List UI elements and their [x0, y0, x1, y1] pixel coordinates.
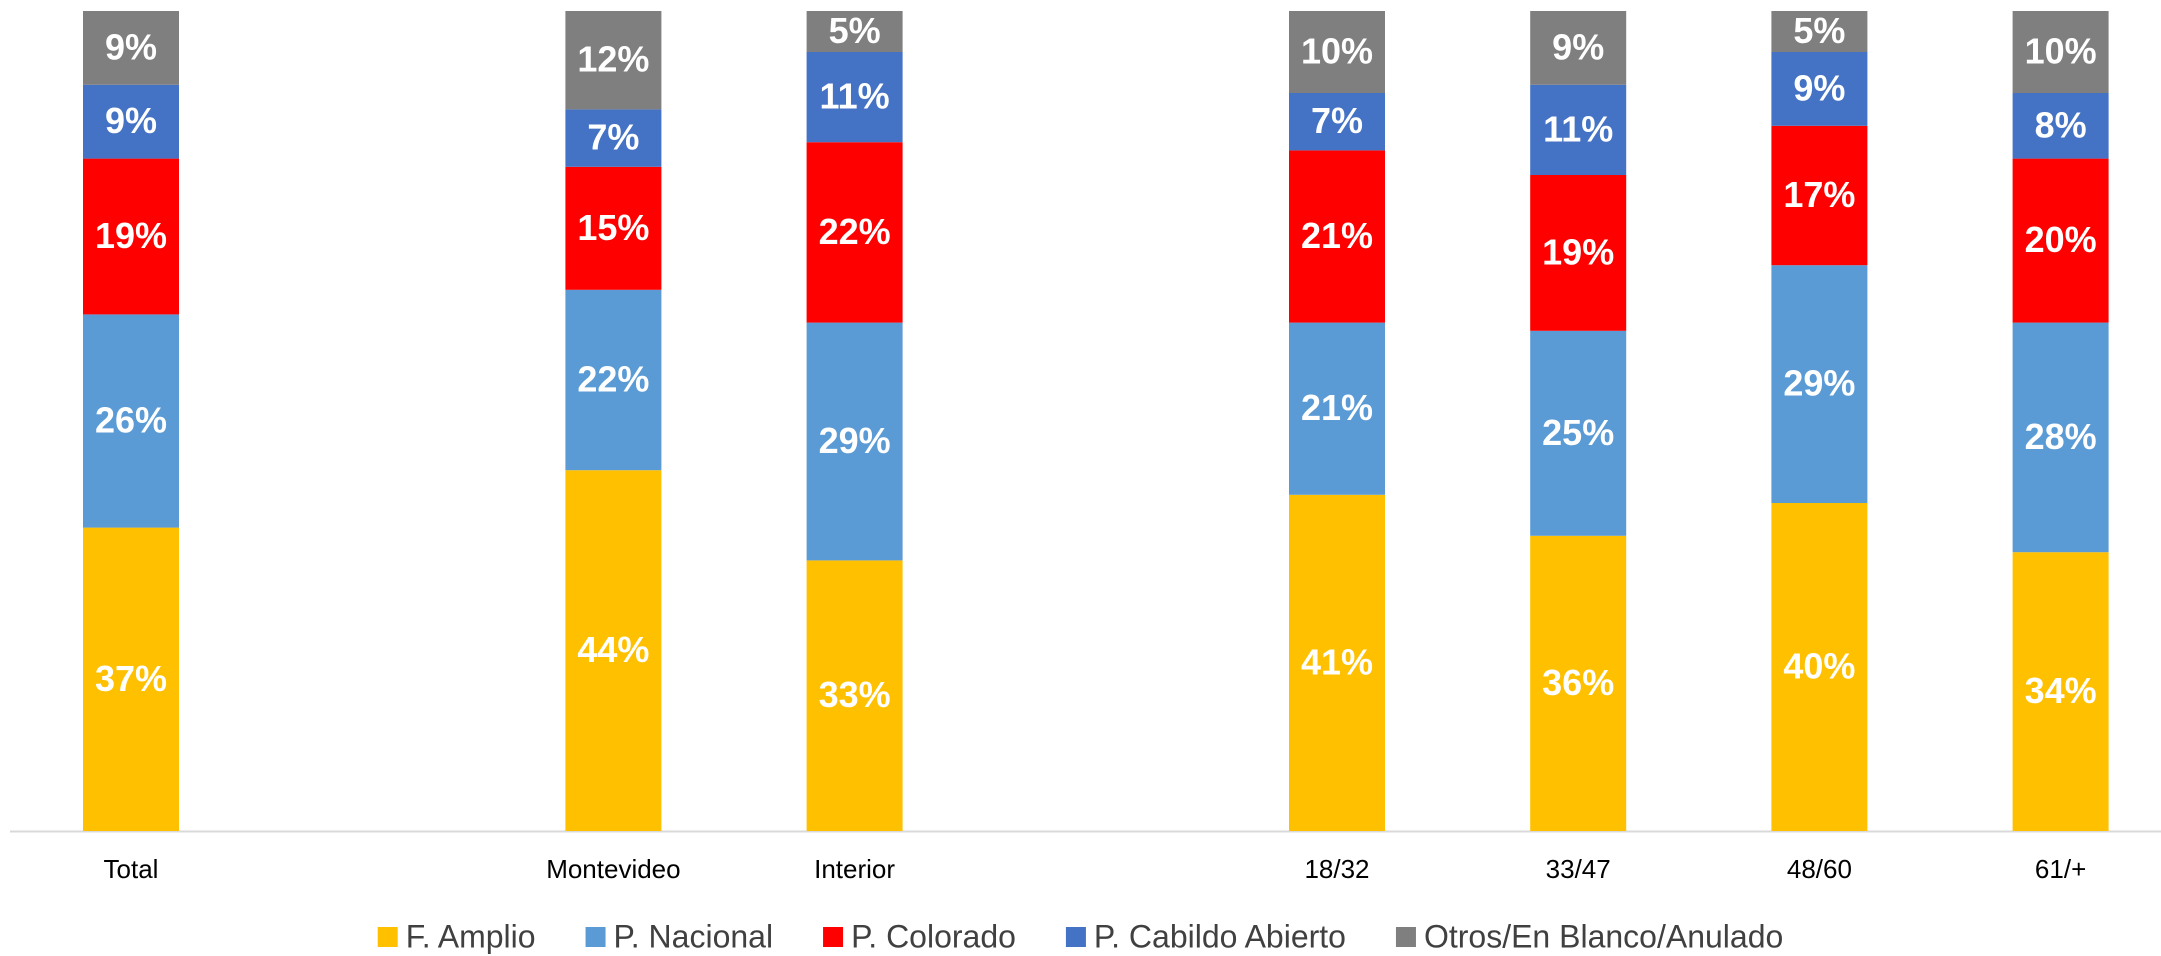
data-label: 29%	[819, 420, 891, 461]
bar-segment	[2012, 158, 2109, 323]
data-label: 20%	[2025, 219, 2097, 260]
bar-segment	[1289, 11, 1385, 93]
bar-segment	[806, 52, 903, 143]
x-tick-label: Montevideo	[546, 854, 680, 884]
data-label: 5%	[1793, 10, 1845, 51]
bar-segment	[2012, 552, 2109, 831]
legend-swatch	[377, 927, 398, 947]
data-label: 9%	[1552, 26, 1604, 67]
bar-segment	[83, 314, 179, 528]
data-label: 19%	[1542, 231, 1614, 272]
data-label: 12%	[577, 39, 649, 80]
legend-swatch	[1065, 927, 1086, 947]
bar-segment	[565, 289, 662, 471]
data-label: 28%	[2025, 416, 2097, 457]
bar-segment	[83, 527, 179, 831]
data-label: 33%	[819, 674, 891, 715]
data-label: 34%	[2025, 670, 2097, 711]
data-label: 26%	[95, 400, 167, 441]
bar-segment	[83, 84, 179, 159]
data-label: 5%	[829, 10, 881, 51]
data-label: 8%	[2035, 104, 2087, 145]
bar-segment	[1289, 494, 1385, 831]
x-tick-label: 33/47	[1546, 854, 1611, 884]
legend-swatch	[585, 927, 606, 947]
bar-segment	[565, 109, 662, 167]
bar-segment	[565, 166, 662, 290]
bar-segment	[565, 11, 662, 110]
legend-label: Otros/En Blanco/Anulado	[1424, 918, 1783, 954]
data-label: 9%	[1793, 67, 1845, 108]
bar-segment	[2012, 322, 2109, 553]
data-label: 11%	[820, 76, 890, 117]
bar-segment	[1771, 52, 1868, 126]
data-label: 22%	[577, 359, 649, 400]
data-label: 29%	[1783, 363, 1855, 404]
bar-segment	[565, 470, 662, 831]
data-label: 9%	[105, 100, 157, 141]
x-tick-label: Total	[104, 854, 159, 884]
bar-segment	[806, 11, 903, 52]
data-label: 9%	[105, 26, 157, 67]
data-label: 44%	[577, 629, 649, 670]
data-label: 7%	[587, 117, 639, 158]
bar-segment	[83, 158, 179, 315]
bar-segment	[1530, 84, 1627, 175]
bar-segment	[806, 142, 903, 323]
data-label: 21%	[1301, 215, 1373, 256]
data-label: 21%	[1301, 387, 1373, 428]
x-tick-label: 18/32	[1304, 854, 1369, 884]
bar-segment	[806, 560, 903, 831]
bar-segment	[1771, 11, 1868, 52]
x-tick-label: Interior	[814, 854, 895, 884]
data-label: 10%	[1301, 31, 1373, 72]
data-label: 11%	[1543, 108, 1613, 149]
bar-segment	[2012, 93, 2109, 159]
data-label: 22%	[819, 211, 891, 252]
data-label: 7%	[1311, 100, 1363, 141]
bar-segment	[1530, 330, 1627, 536]
bar-segment	[1530, 535, 1627, 831]
bar-segment	[806, 322, 903, 561]
bar-segment	[1771, 125, 1868, 266]
data-label: 36%	[1542, 662, 1614, 703]
bar-segment	[1289, 322, 1385, 495]
data-label: 25%	[1542, 412, 1614, 453]
bar-segment	[1530, 11, 1627, 85]
data-label: 10%	[2025, 31, 2097, 72]
legend-label: P. Colorado	[851, 918, 1016, 954]
legend-swatch	[823, 927, 844, 947]
data-label: 37%	[95, 658, 167, 699]
legend-label: P. Cabildo Abierto	[1094, 918, 1346, 954]
bar-segment	[1771, 265, 1868, 503]
data-label: 41%	[1301, 641, 1373, 682]
bar-segment	[1289, 150, 1385, 323]
data-label: 40%	[1783, 646, 1855, 687]
bar-segment	[2012, 11, 2109, 93]
legend-label: P. Nacional	[614, 918, 774, 954]
bar-segment	[1289, 93, 1385, 151]
data-label: 17%	[1783, 174, 1855, 215]
legend-label: F. Amplio	[406, 918, 536, 954]
x-tick-label: 48/60	[1787, 854, 1852, 884]
legend-swatch	[1395, 927, 1416, 947]
bar-segment	[83, 11, 179, 85]
data-label: 19%	[95, 215, 167, 256]
x-tick-label: 61/+	[2035, 854, 2086, 884]
bar-segment	[1771, 503, 1868, 831]
data-label: 15%	[577, 207, 649, 248]
bar-segment	[1530, 175, 1627, 331]
